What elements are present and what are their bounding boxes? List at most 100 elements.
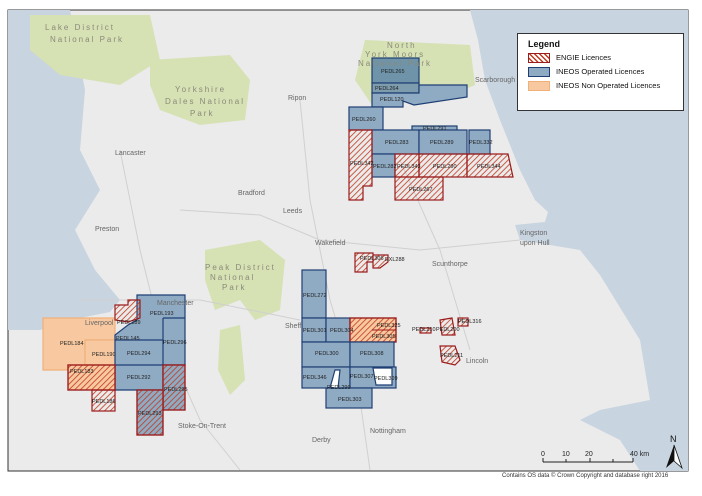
engie-swatch [528,52,550,63]
licence-pedl344 [466,153,514,178]
svg-text:Ripon: Ripon [288,95,306,102]
licence-label: PEDL289 [430,140,454,146]
scale-tick: 0 [541,451,545,458]
licence-label: PEDL183 [70,369,94,375]
svg-text:Dales National: Dales National [165,97,245,106]
legend-label: INEOS Non Operated Licences [556,81,661,90]
svg-text:Park: Park [222,283,246,292]
svg-text:Leeds: Leeds [283,208,303,215]
licence-label: PEDL193 [150,311,174,317]
svg-text:Lincoln: Lincoln [466,358,488,365]
svg-text:Sheff: Sheff [285,323,301,330]
map-legend: Legend ENGIE Licences INEOS Operated Lic… [517,33,684,111]
svg-text:National Park: National Park [358,59,432,68]
svg-text:Derby: Derby [312,437,331,444]
licence-label: PEDL294 [127,351,151,357]
licence-label: PEDL300 [315,351,339,357]
licence-pedl308 [349,341,395,368]
svg-text:Nottingham: Nottingham [370,428,406,435]
licence-label: PEDL200 [436,327,460,333]
svg-text:Wakefield: Wakefield [315,240,346,247]
copyright-credit: Contains OS data © Crown Copyright and d… [502,473,669,479]
svg-text:Scunthorpe: Scunthorpe [432,261,468,268]
licence-label: PEDL309 [374,376,398,382]
scale-bar [542,458,634,463]
licence-label: PEDL186 [92,399,116,405]
svg-text:Bradford: Bradford [238,190,265,197]
svg-text:Lancaster: Lancaster [115,150,146,157]
licence-pedl265 [371,57,420,84]
licence-label: PEDL272 [303,293,327,299]
licence-label: PEDL282 [373,164,397,170]
svg-text:North: North [387,41,417,50]
licence-label: PEDL303 [338,397,362,403]
svg-text:National Park: National Park [50,35,124,44]
licence-label: PEDL307 [350,374,374,380]
licences-north[interactable] [348,57,514,201]
licence-label: PEDL308 [360,351,384,357]
place-labels: Scarborough Ripon Lancaster Bradford Lee… [85,77,550,444]
licence-label: PEDL301 [303,328,327,334]
licence-pedl342 [348,129,373,201]
licence-label: PEDL342 [350,161,374,167]
svg-text:Lake District: Lake District [45,23,115,32]
licence-label: PEDL293 [138,411,162,417]
licence-label: PEDL296 [163,340,187,346]
svg-text:Preston: Preston [95,226,119,233]
svg-text:Peak District: Peak District [205,263,276,272]
svg-text:Kingston: Kingston [520,230,547,237]
licence-pedl200 [439,317,456,336]
licence-label: PEDL210 [412,327,436,333]
licences-west[interactable] [42,294,186,436]
legend-label: ENGIE Licences [556,53,612,62]
licence-pedl316 [457,317,469,327]
svg-text:National: National [210,273,255,282]
licence-pedl210 [419,327,432,334]
licence-pedl189 [114,299,141,323]
legend-item-ineos-non-operated: INEOS Non Operated Licences [528,80,683,91]
legend-title: Legend [528,39,561,49]
svg-text:Yorkshire: Yorkshire [175,85,226,94]
licence-label: PEDL325 [377,323,401,329]
licence-label: PEDL189 [117,320,141,326]
svg-text:Liverpool: Liverpool [85,320,114,327]
svg-text:York Moors: York Moors [365,50,425,59]
scale-tick: 10 [562,451,570,458]
licence-pedl211 [439,345,461,366]
licence-label: PEDL211 [440,353,463,359]
licence-label: PEDL190 [92,352,116,358]
licence-pedl306 [354,252,389,273]
svg-text:N: N [670,434,677,444]
sea [8,10,688,471]
licence-label: PEDL260 [352,117,376,123]
licence-label: PEDL264 [375,86,399,92]
licence-label: PEDL267 [409,187,433,193]
licence-label: PEDL120 [380,97,404,103]
licence-label: PEDL304 [330,328,354,334]
scale-tick: 20 [585,451,593,458]
licence-label: PEDL283 [385,140,409,146]
licence-label: PEDL292 [127,375,151,381]
licence-pedl186 [91,389,116,412]
licence-label: PEDL145 [116,336,140,342]
licence-label: PEDL344 [477,164,501,170]
licence-label: PEDL346 [303,375,327,381]
scale-tick: 40 km [630,451,649,458]
licence-label: PEDL305 [372,334,396,340]
licence-label: PEDL295 [164,387,188,393]
svg-text:Scarborough: Scarborough [475,77,515,84]
licence-label: PEDL306 [360,256,384,262]
svg-text:upon Hull: upon Hull [520,240,550,247]
licence-pedl303 [325,387,373,409]
licence-label: PEDL332 [469,140,493,146]
licence-label: PEDL290 [433,164,457,170]
legend-item-engie: ENGIE Licences [528,52,683,63]
svg-text:Park: Park [190,109,214,118]
licences-south[interactable] [301,252,469,409]
svg-text:Manchester: Manchester [157,300,194,307]
legend-item-ineos-operated: INEOS Operated Licences [528,66,683,77]
licence-label: PEDL291 [423,126,447,132]
ineos-non-operated-swatch [528,80,550,91]
licence-pedl267 [394,176,444,201]
ineos-operated-swatch [528,66,550,77]
